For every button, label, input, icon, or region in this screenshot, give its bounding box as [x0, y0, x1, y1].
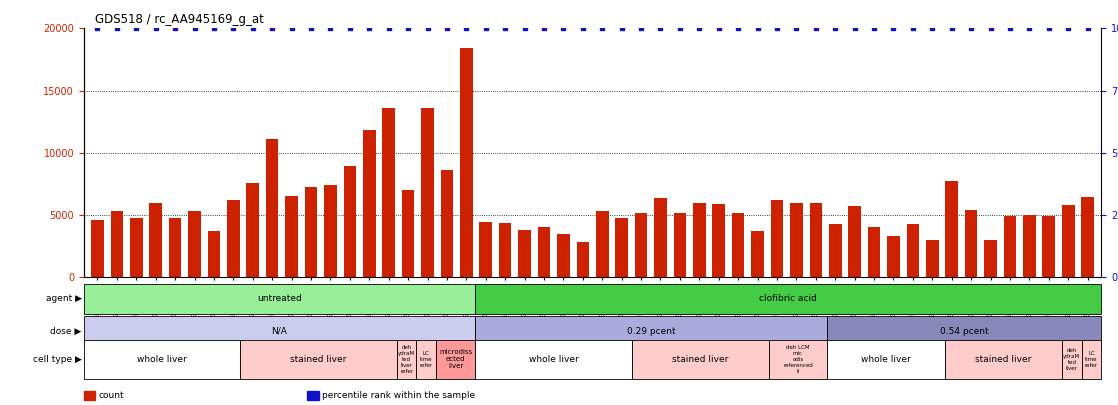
Bar — [285, 196, 297, 277]
Bar — [475, 340, 632, 379]
Text: 0.54 pcent: 0.54 pcent — [940, 326, 988, 336]
Bar — [868, 227, 880, 277]
Bar — [240, 340, 397, 379]
Bar — [984, 240, 997, 277]
Text: clofibric acid: clofibric acid — [759, 294, 817, 303]
Bar — [436, 340, 475, 379]
Bar — [827, 316, 1101, 346]
Text: LC
time
refer: LC time refer — [1084, 351, 1098, 368]
Bar — [1082, 340, 1101, 379]
Text: cell type ▶: cell type ▶ — [32, 355, 82, 364]
Bar — [945, 340, 1062, 379]
Text: count: count — [98, 391, 124, 400]
Bar — [305, 187, 318, 277]
Text: stained liver: stained liver — [672, 355, 728, 364]
Bar — [475, 284, 1101, 314]
Bar — [577, 242, 589, 277]
Text: N/A: N/A — [272, 326, 287, 336]
Text: whole liver: whole liver — [861, 355, 911, 364]
Text: deh
ydraM
ted
liver: deh ydraM ted liver — [1063, 348, 1080, 371]
Bar — [84, 316, 475, 346]
Bar — [227, 200, 239, 277]
Text: LC
time
refer: LC time refer — [419, 351, 433, 368]
Bar — [459, 48, 473, 277]
Bar — [828, 224, 842, 277]
Bar — [130, 217, 143, 277]
Bar — [208, 231, 220, 277]
Bar — [480, 222, 492, 277]
Bar — [596, 211, 608, 277]
Bar — [92, 220, 104, 277]
Bar — [343, 166, 357, 277]
Bar — [440, 171, 453, 277]
Bar — [654, 198, 666, 277]
Text: whole liver: whole liver — [529, 355, 578, 364]
Text: deh
ydraM
ted
liver
refer: deh ydraM ted liver refer — [398, 345, 415, 373]
Text: deh LCM
mic
odis
referenced
li: deh LCM mic odis referenced li — [783, 345, 813, 373]
Bar — [1042, 216, 1055, 277]
Bar — [150, 202, 162, 277]
Bar — [790, 202, 803, 277]
Bar — [397, 340, 416, 379]
Bar — [965, 209, 977, 277]
Bar — [324, 185, 337, 277]
Bar — [693, 202, 705, 277]
Bar — [84, 340, 240, 379]
Bar — [615, 217, 628, 277]
Bar — [111, 211, 123, 277]
Text: stained liver: stained liver — [975, 355, 1032, 364]
Bar — [946, 181, 958, 277]
Bar — [674, 213, 686, 277]
Bar — [401, 190, 415, 277]
Bar — [538, 227, 550, 277]
Bar — [266, 139, 278, 277]
Bar — [421, 108, 434, 277]
Bar — [769, 340, 827, 379]
Text: GDS518 / rc_AA945169_g_at: GDS518 / rc_AA945169_g_at — [95, 13, 264, 26]
Bar — [417, 340, 436, 379]
Bar — [1004, 216, 1016, 277]
Bar — [888, 236, 900, 277]
Bar — [519, 230, 531, 277]
Bar — [1081, 197, 1093, 277]
Bar — [475, 316, 827, 346]
Text: 0.29 pcent: 0.29 pcent — [627, 326, 675, 336]
Bar — [635, 213, 647, 277]
Text: whole liver: whole liver — [138, 355, 187, 364]
Bar — [907, 224, 919, 277]
Bar — [557, 234, 570, 277]
Text: untreated: untreated — [257, 294, 302, 303]
Bar — [363, 130, 376, 277]
Bar — [1023, 215, 1035, 277]
Bar — [246, 183, 259, 277]
Text: microdiss
ected
liver: microdiss ected liver — [439, 350, 472, 369]
Bar — [382, 108, 395, 277]
Bar — [1062, 205, 1074, 277]
Bar — [827, 340, 945, 379]
Bar — [926, 240, 939, 277]
Bar — [732, 213, 745, 277]
Bar — [169, 217, 181, 277]
Bar — [84, 284, 475, 314]
Bar — [712, 204, 726, 277]
Bar — [849, 207, 861, 277]
Bar — [1062, 340, 1082, 379]
Text: percentile rank within the sample: percentile rank within the sample — [322, 391, 475, 400]
Bar — [809, 203, 822, 277]
Bar — [499, 223, 511, 277]
Bar — [188, 211, 201, 277]
Bar — [770, 200, 784, 277]
Text: stained liver: stained liver — [291, 355, 347, 364]
Bar — [751, 231, 764, 277]
Text: agent ▶: agent ▶ — [46, 294, 82, 303]
Bar — [632, 340, 769, 379]
Text: dose ▶: dose ▶ — [50, 326, 82, 336]
